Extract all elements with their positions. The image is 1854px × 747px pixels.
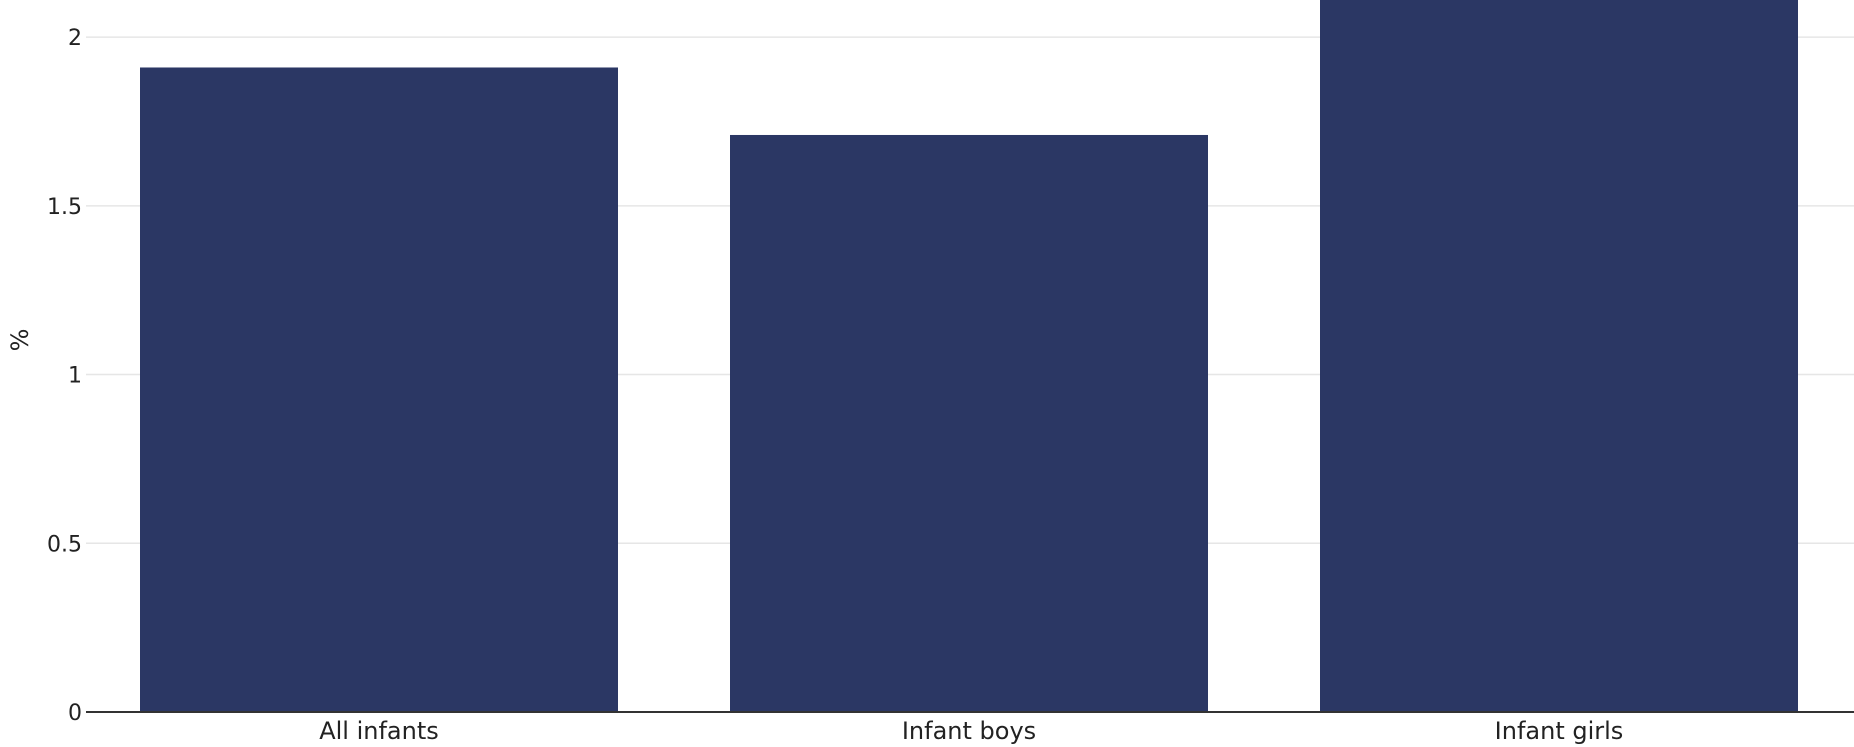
bar — [1320, 0, 1798, 712]
x-category-label: Infant girls — [1495, 717, 1624, 745]
x-category-label: Infant boys — [902, 717, 1036, 745]
y-tick-label: 2 — [68, 26, 82, 51]
y-tick-label: 0.5 — [47, 532, 82, 557]
bar — [730, 134, 1208, 712]
bar — [140, 67, 618, 712]
x-axis-categories: All infants Infant boys Infant girls — [319, 717, 1623, 745]
y-axis-title: % — [6, 329, 34, 352]
y-axis-ticks: 0 0.5 1 1.5 2 — [47, 26, 82, 726]
y-tick-label: 0 — [68, 701, 82, 726]
bars — [140, 0, 1798, 712]
y-tick-label: 1.5 — [47, 195, 82, 220]
y-tick-label: 1 — [68, 364, 82, 389]
x-category-label: All infants — [319, 717, 439, 745]
